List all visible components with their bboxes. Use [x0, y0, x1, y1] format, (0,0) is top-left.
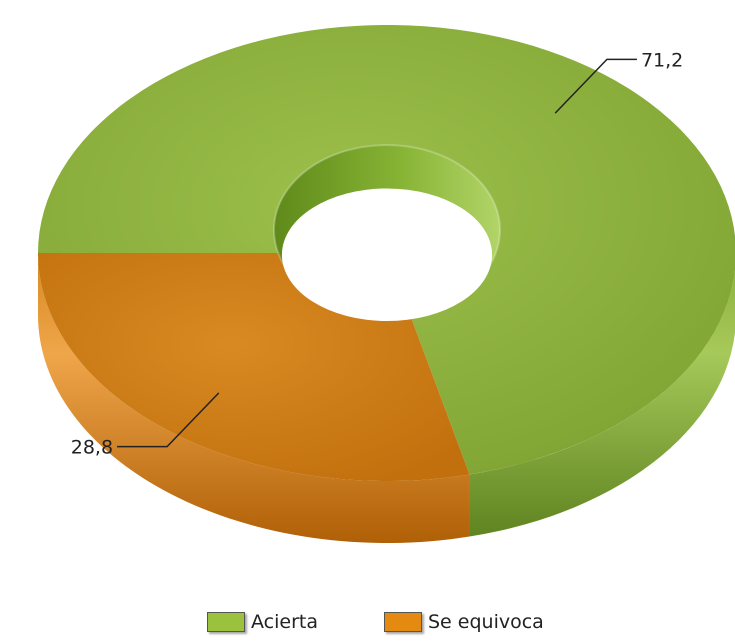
donut-side-layer: [38, 253, 735, 543]
donut-top-layer: [38, 25, 735, 482]
leader-line-se-equivoca: [117, 392, 220, 448]
legend-label-se-equivoca: Se equivoca: [428, 611, 544, 633]
legend-item-se-equivoca: Se equivoca: [384, 612, 544, 632]
data-labels-layer: 71,2 28,8: [71, 49, 684, 458]
donut-hole-opening: [281, 188, 493, 322]
legend-label-acierta: Acierta: [251, 611, 318, 633]
legend-swatch-acierta: [207, 612, 245, 632]
legend-item-acierta: Acierta: [207, 612, 318, 632]
data-label-acierta: 71,2: [641, 49, 683, 71]
legend-swatch-se-equivoca: [384, 612, 422, 632]
donut-hole-rim: [273, 144, 501, 316]
side-wall-acierta: [469, 269, 735, 537]
data-label-se-equivoca: 28,8: [71, 437, 113, 459]
legend: Acierta Se equivoca: [0, 612, 735, 640]
leader-line-acierta: [554, 58, 637, 114]
donut-chart: 71,2 28,8: [38, 25, 735, 543]
side-wall-se-equivoca: [38, 253, 470, 543]
